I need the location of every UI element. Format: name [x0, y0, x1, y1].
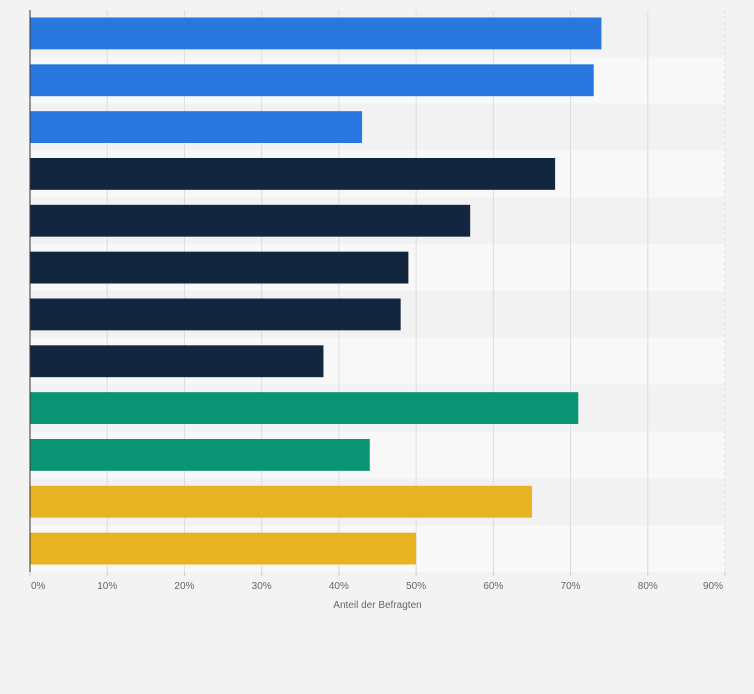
gridlines — [106, 10, 726, 572]
bar — [30, 485, 532, 518]
x-tick-label: 0% — [31, 581, 46, 592]
x-tick-label: 50% — [406, 581, 426, 592]
bar — [30, 17, 602, 50]
bar — [30, 532, 417, 565]
bar — [30, 392, 579, 425]
x-tick-label: 30% — [252, 581, 272, 592]
bar — [30, 345, 324, 378]
x-axis-label: Anteil der Befragten — [333, 600, 421, 611]
x-tick-label: 90% — [703, 581, 723, 592]
bar — [30, 157, 556, 190]
x-tick-label: 20% — [174, 581, 194, 592]
x-tick-label: 70% — [561, 581, 581, 592]
bar — [30, 111, 363, 144]
x-tick-label: 80% — [638, 581, 658, 592]
bars — [30, 17, 602, 565]
x-tick-label: 60% — [483, 581, 503, 592]
bar — [30, 438, 370, 471]
bar — [30, 64, 594, 97]
x-tick-label: 10% — [97, 581, 117, 592]
bar — [30, 204, 471, 237]
x-tick-label: 40% — [329, 581, 349, 592]
bar — [30, 251, 409, 284]
x-axis-ticks: 0% 10% 20% 30% 40% 50% 60% 70% 80% 90% — [29, 572, 726, 592]
bar — [30, 298, 401, 331]
